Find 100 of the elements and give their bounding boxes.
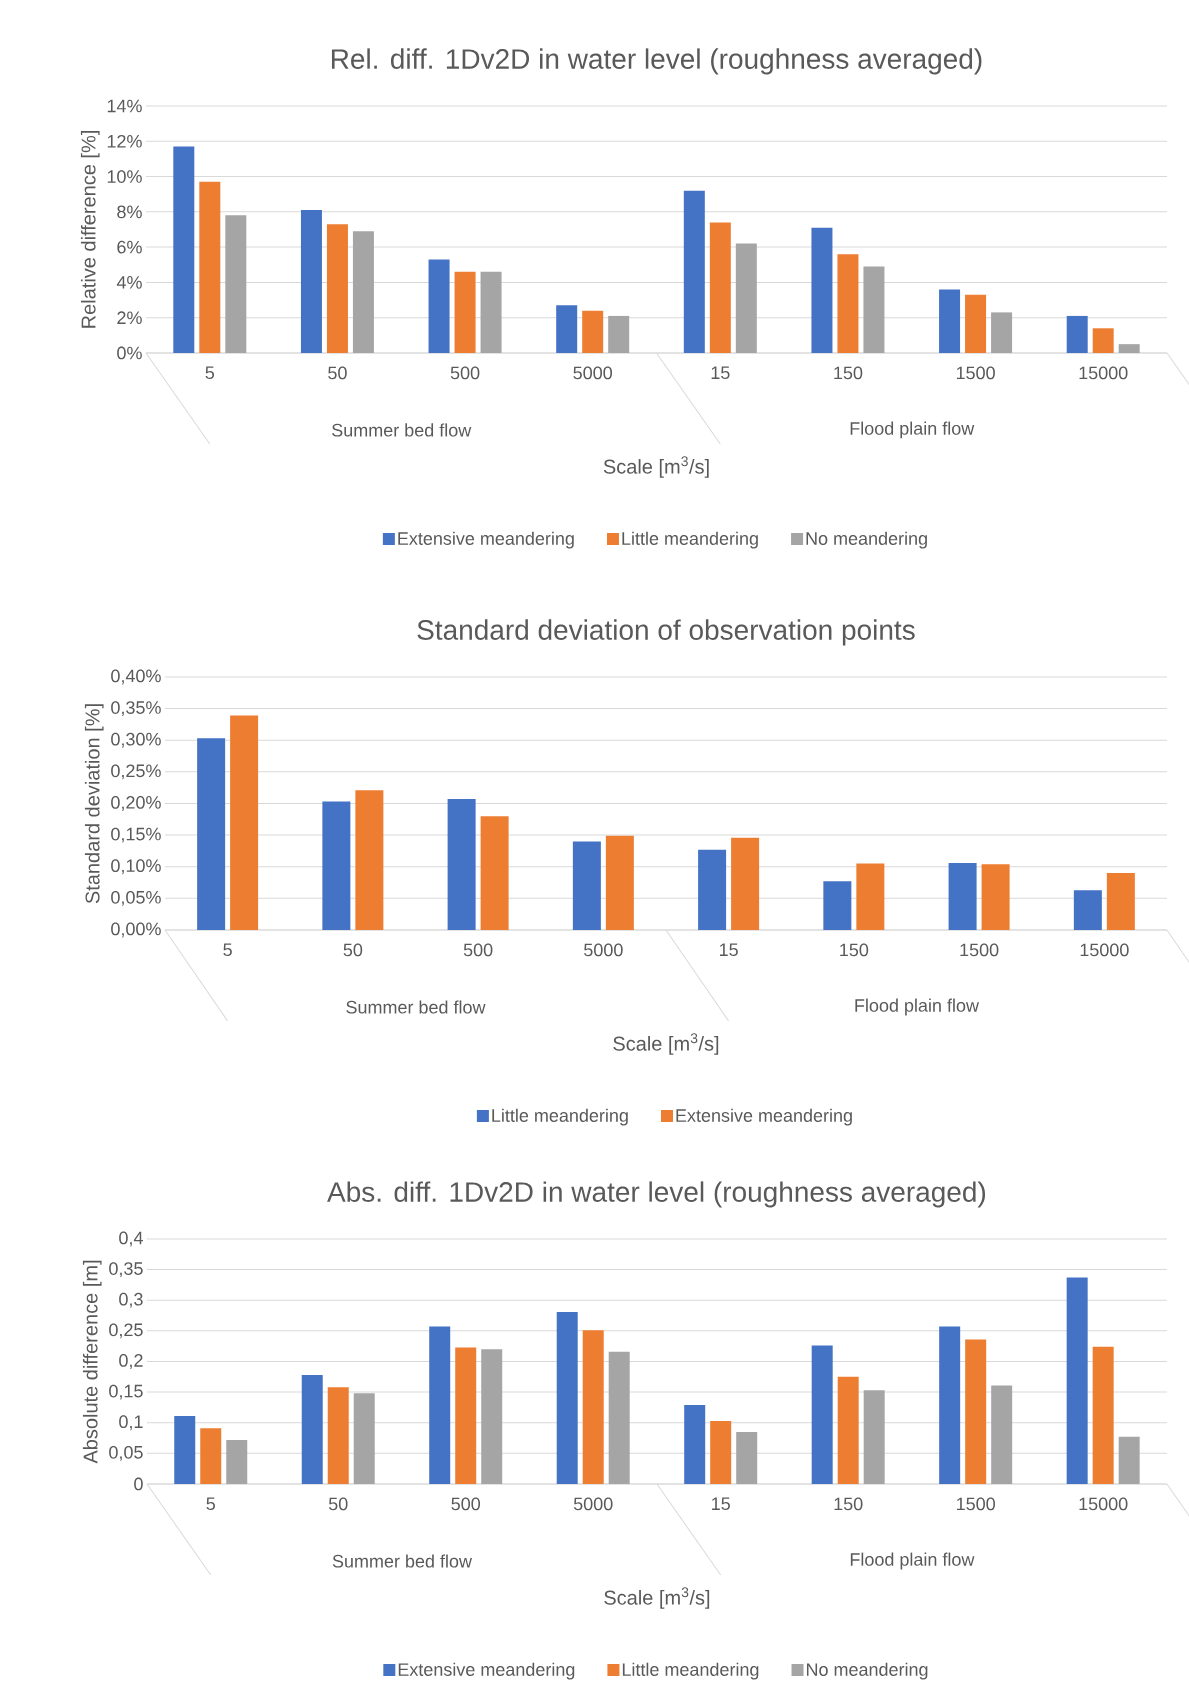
x-tick-label: 5000 xyxy=(573,1497,613,1511)
y-tick-label: 0,25% xyxy=(111,764,161,780)
y-tick-label: 0,05 xyxy=(109,1445,143,1461)
bar xyxy=(1066,315,1088,353)
bar xyxy=(863,1390,885,1484)
x-tick-label: 5000 xyxy=(584,943,623,957)
bar xyxy=(608,1351,630,1484)
y-tick-label: 0,3 xyxy=(119,1292,143,1308)
x-tick-label: 15000 xyxy=(1079,1497,1128,1511)
bar xyxy=(811,227,833,353)
bar xyxy=(226,1439,248,1484)
bar xyxy=(556,1311,578,1484)
bar xyxy=(225,215,247,353)
bar xyxy=(837,1376,859,1484)
bar xyxy=(174,1416,196,1484)
bar xyxy=(230,715,259,930)
x-tick-label: 5 xyxy=(223,943,232,957)
y-tick-label: 0,15 xyxy=(109,1384,143,1400)
text: Summer bed flow xyxy=(332,423,472,437)
bar xyxy=(1073,890,1102,930)
bar xyxy=(447,799,476,930)
legend-label: Extensive meandering xyxy=(398,531,574,549)
y-tick-label: 0,15% xyxy=(111,827,161,843)
bar xyxy=(429,1326,451,1484)
bar xyxy=(991,312,1013,353)
bar xyxy=(948,862,977,930)
x-tick-label: 1500 xyxy=(956,366,995,380)
chart-title: Abs. diff. 1Dv2D in water level (roughness averaged) xyxy=(327,1181,986,1208)
bar xyxy=(811,1345,833,1484)
legend-label: Little meandering xyxy=(622,1662,759,1680)
y-tick-label: 0,2 xyxy=(119,1354,143,1369)
y-axis-title: Relative difference [%] xyxy=(80,131,100,328)
bar xyxy=(322,801,351,930)
bar xyxy=(823,881,852,930)
y-tick-label: 10% xyxy=(107,170,142,183)
y-tick-label: 14% xyxy=(107,99,142,113)
x-tick-label: 50 xyxy=(328,1497,348,1511)
y-tick-label: 0,35% xyxy=(111,701,161,717)
text: Flood plain flow xyxy=(850,1552,975,1570)
bar xyxy=(480,816,509,930)
bar xyxy=(1066,1277,1088,1484)
bar xyxy=(684,1404,706,1484)
bar xyxy=(455,1347,477,1484)
bar xyxy=(301,1374,323,1484)
y-tick-label: 0,00% xyxy=(111,922,161,938)
y-tick-label: 4% xyxy=(116,276,142,289)
y-tick-label: 0,05% xyxy=(111,890,161,906)
y-tick-label: 2% xyxy=(117,311,142,325)
bar xyxy=(736,1431,758,1484)
bar xyxy=(1118,1436,1140,1484)
bar xyxy=(480,271,502,353)
x-tick-label: 15 xyxy=(711,366,730,380)
bar xyxy=(991,1385,1013,1484)
bar xyxy=(837,254,859,353)
bar xyxy=(454,271,476,353)
legend-label: No meandering xyxy=(806,1662,928,1680)
x-tick-label: 150 xyxy=(834,366,863,380)
y-tick-label: 0,4 xyxy=(119,1231,143,1247)
x-tick-label: 15 xyxy=(719,943,738,957)
x-tick-label: 150 xyxy=(834,1497,863,1511)
bar xyxy=(731,837,760,930)
y-tick-label: 0% xyxy=(117,346,142,360)
x-tick-label: 50 xyxy=(328,366,347,380)
text: Summer bed flow xyxy=(346,1000,486,1014)
x-tick-label: 500 xyxy=(451,1497,481,1511)
y-tick-label: 0,35 xyxy=(109,1262,143,1278)
x-tick-label: 1500 xyxy=(957,1497,995,1511)
bar xyxy=(327,1387,349,1484)
text: Flood plain flow xyxy=(855,998,980,1016)
x-tick-label: 5000 xyxy=(573,366,613,380)
bar xyxy=(556,305,578,353)
bar xyxy=(981,864,1010,930)
x-tick-label: 500 xyxy=(450,366,480,380)
bar xyxy=(352,231,374,353)
bar xyxy=(1106,873,1135,930)
y-tick-label: 0,25 xyxy=(109,1323,143,1339)
x-tick-label: 5 xyxy=(205,366,215,380)
bar xyxy=(481,1349,503,1484)
bar xyxy=(856,863,885,930)
y-axis-title: Absolute difference [m] xyxy=(82,1260,102,1464)
legend-label: Extensive meandering xyxy=(398,1662,575,1680)
x-axis-title: Scale [m$^{3}$/s] xyxy=(604,1587,710,1609)
bar xyxy=(582,1330,604,1484)
bar xyxy=(326,224,348,353)
bar xyxy=(863,266,885,353)
chart-title: Standard deviation of observation points xyxy=(417,619,915,646)
bar xyxy=(1092,328,1114,353)
bar xyxy=(355,790,384,930)
bar xyxy=(300,210,322,353)
x-tick-label: 15000 xyxy=(1079,366,1128,380)
bar xyxy=(939,289,961,353)
y-tick-label: 8% xyxy=(117,205,142,219)
bar xyxy=(683,190,705,353)
bar xyxy=(709,222,731,353)
x-axis-title: Scale [m$^{3}$/s] xyxy=(603,456,709,478)
legend-label: Little meandering xyxy=(492,1108,628,1126)
x-tick-label: 15 xyxy=(712,1497,730,1511)
bar xyxy=(199,181,221,353)
bar xyxy=(710,1420,732,1484)
bar xyxy=(698,849,727,930)
